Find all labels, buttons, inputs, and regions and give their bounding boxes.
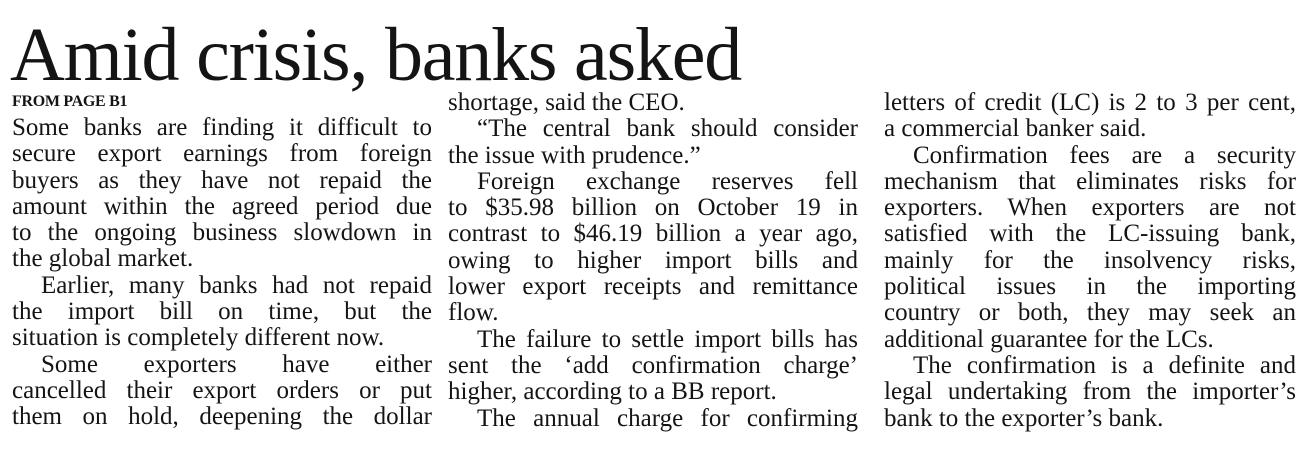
paragraph: The annual charge for confirming <box>448 404 858 432</box>
text-line: contrast to $46.19 billion a year ago, <box>448 220 858 248</box>
text-line: “The central bank should consider <box>477 115 858 143</box>
text-line: mechanism that eliminates risks for <box>884 167 1296 195</box>
paragraph: The failure to settle import bills has se… <box>448 325 858 406</box>
text-line: to $35.98 billion on October 19 in <box>448 194 858 222</box>
text-line: cancelled their export orders or put <box>12 376 432 404</box>
text-line: shortage, said the CEO. <box>448 89 685 116</box>
text-line: owing to higher import bills and <box>448 246 858 274</box>
headline: Amid crisis, banks asked <box>10 13 742 97</box>
paragraph: Some banks are finding it difficult to se… <box>12 114 432 273</box>
paragraph: Foreign exchange reserves fell to $35.98 … <box>448 167 858 327</box>
text-line: The confirmation is a definite and <box>913 351 1296 379</box>
text-line: higher, according to a BB report. <box>448 378 777 406</box>
text-line: Earlier, many banks had not repaid <box>41 271 432 299</box>
text-line: Foreign exchange reserves fell <box>477 167 858 195</box>
text-line: exporters. When exporters are not <box>884 194 1296 222</box>
text-line: them on hold, deepening the dollar <box>12 403 432 431</box>
text-line: the global market. <box>12 245 194 273</box>
text-line: Confirmation fees are a security <box>913 141 1296 169</box>
continued-from-label: FROM PAGE B1 <box>12 93 128 110</box>
paragraph: The confirmation is a definite and legal … <box>884 351 1296 432</box>
article-column-2: shortage, said the CEO. “The central bank… <box>448 89 858 432</box>
article-column-3: letters of credit (LC) is 2 to 3 per cen… <box>884 89 1296 432</box>
paragraph: Confirmation fees are a security mechanis… <box>884 141 1296 353</box>
text-line: amount within the agreed period due <box>12 192 432 220</box>
paragraph: letters of credit (LC) is 2 to 3 per cen… <box>884 89 1296 143</box>
text-line: letters of credit (LC) is 2 to 3 per cen… <box>884 89 1296 116</box>
text-line: Some banks are finding it difficult to <box>12 114 432 141</box>
text-line: bank to the exporter’s bank. <box>884 404 1164 432</box>
text-line: The failure to settle import bills has <box>477 325 858 353</box>
text-line: to the ongoing business slowdown in <box>12 219 432 247</box>
text-line: secure export earnings from foreign <box>12 140 432 168</box>
text-line: additional guarantee for the LCs. <box>884 325 1214 353</box>
text-line: buyers as they have not repaid the <box>12 166 432 194</box>
text-line: a commercial banker said. <box>884 115 1147 143</box>
text-line: the import bill on time, but the <box>12 298 432 326</box>
article-column-1: FROM PAGE B1 Some banks are finding it d… <box>12 91 432 431</box>
paragraph: Earlier, many banks had not repaid the im… <box>12 271 432 352</box>
text-line: mainly for the insolvency risks, <box>884 246 1296 274</box>
paragraph: Some exporters have either cancelled thei… <box>12 350 432 431</box>
text-line: sent the ‘add confirmation charge’ <box>448 351 858 379</box>
text-line: flow. <box>448 299 499 327</box>
text-line: satisfied with the LC-issuing bank, <box>884 220 1296 248</box>
paragraph: “The central bank should consider the iss… <box>448 115 858 169</box>
text-line: the issue with prudence.” <box>448 141 701 169</box>
text-line: lower export receipts and remittance <box>448 273 858 301</box>
text-line: The annual charge for confirming <box>477 404 858 432</box>
text-line: political issues in the importing <box>884 273 1296 301</box>
text-line: situation is completely different now. <box>12 324 385 352</box>
text-line: Some exporters have either <box>41 350 432 378</box>
text-line: country or both, they may seek an <box>884 299 1296 327</box>
text-line: legal undertaking from the importer’s <box>884 378 1296 406</box>
paragraph: shortage, said the CEO. <box>448 89 858 116</box>
